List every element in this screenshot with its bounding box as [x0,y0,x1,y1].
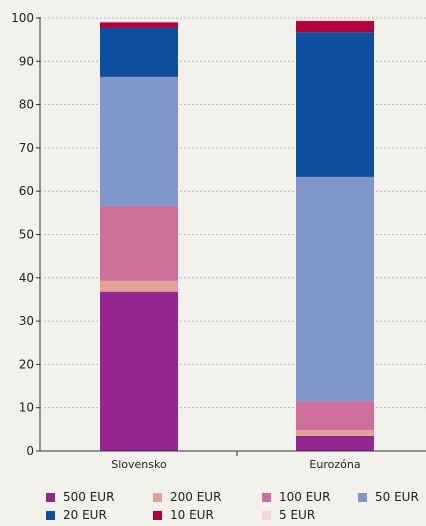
bars [100,19,374,451]
bar-segment [100,21,178,23]
legend-item: 5 EUR [262,507,315,523]
legend-label: 5 EUR [279,508,316,522]
bar-segment [100,76,178,206]
legend-item: 50 EUR [358,489,419,505]
legend-swatch [358,492,367,502]
legend-item: 20 EUR [46,507,107,523]
legend-swatch [262,492,271,502]
y-tick-label: 90 [19,54,34,68]
legend-item: 200 EUR [153,489,221,505]
bar-segment [100,291,178,451]
category-labels: Slovensko Eurozóna [111,458,360,471]
y-tick-label: 0 [26,444,34,458]
legend-swatch [153,510,162,520]
y-tick-label: 40 [19,271,34,285]
legend-swatch [46,492,55,502]
legend-label: 200 EUR [170,490,222,504]
bar-segment [296,176,374,402]
bar-segment [100,205,178,281]
legend-label: 20 EUR [63,508,107,522]
legend-label: 500 EUR [63,490,115,504]
bar-segment [100,22,178,28]
legend-label: 10 EUR [170,508,214,522]
axes [36,17,426,456]
legend-label: 50 EUR [375,490,419,504]
legend: 500 EUR 200 EUR 100 EUR 50 EUR 20 EUR 10 EUR 5… [0,486,426,526]
y-tick-label: 100 [11,11,34,25]
stacked-bar-chart: 0 10 20 30 40 50 60 70 80 90 100 Slovensko Eurozóna [11,11,426,471]
legend-item: 100 EUR [262,489,330,505]
legend-item: 500 EUR [46,489,114,505]
legend-swatch [153,492,162,502]
legend-swatch [46,510,55,520]
legend-item: 10 EUR [153,507,214,523]
bar-segment [296,32,374,177]
x-category-label: Slovensko [111,458,167,471]
bar-segment [296,401,374,431]
legend-swatch [262,510,271,520]
y-tick-label: 60 [19,184,34,198]
bar-segment [296,430,374,436]
bar-segment [100,280,178,292]
y-tick-labels: 0 10 20 30 40 50 60 70 80 90 100 [11,11,34,458]
legend-label: 100 EUR [279,490,331,504]
bar-segment [296,21,374,33]
y-tick-label: 30 [19,314,34,328]
x-category-label: Eurozóna [309,458,360,471]
y-tick-label: 20 [19,357,34,371]
bar-segment [296,435,374,451]
y-tick-label: 10 [19,401,34,415]
bar-segment [100,27,178,77]
y-tick-label: 80 [19,98,34,112]
y-tick-label: 50 [19,228,34,242]
y-tick-label: 70 [19,141,34,155]
bar-segment [296,19,374,22]
